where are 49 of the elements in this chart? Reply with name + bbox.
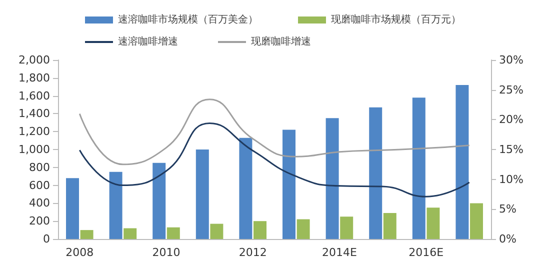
x-tick-label: 2008 — [66, 246, 94, 259]
bar — [166, 227, 180, 239]
bar — [340, 216, 354, 239]
bar — [456, 85, 469, 239]
x-tick-label: 2012 — [238, 246, 267, 259]
y2-tick-label: 10% — [499, 172, 524, 186]
bar — [296, 219, 310, 239]
y2-tick-label: 20% — [499, 113, 524, 126]
y-tick-label: 2,000 — [18, 54, 50, 66]
bar — [152, 162, 166, 239]
y-tick-label: 400 — [29, 196, 50, 210]
legend-label: 现磨咖啡市场规模（百万元） — [331, 14, 461, 26]
y2-tick-label: 5% — [499, 202, 516, 216]
bar — [239, 138, 252, 239]
y2-tick-label: 15% — [499, 143, 524, 156]
bar — [124, 228, 137, 239]
bar — [109, 172, 122, 239]
y-tick-label: 800 — [29, 160, 50, 174]
legend-label: 速溶咖啡市场规模（百万美金） — [118, 14, 258, 26]
bar — [254, 221, 266, 239]
y-tick-label: 0 — [43, 232, 50, 246]
bar — [470, 203, 483, 239]
y2-tick-label: 30% — [499, 54, 524, 66]
bar — [426, 208, 440, 239]
y-tick-label: 1,000 — [18, 143, 50, 156]
line-series — [78, 122, 470, 198]
bar — [282, 130, 296, 239]
y-tick-label: 1,800 — [18, 71, 50, 84]
bar — [196, 150, 209, 239]
bar — [66, 178, 79, 239]
bar — [210, 224, 224, 239]
bar — [383, 213, 396, 239]
bar — [80, 230, 94, 239]
x-tick-label: 2014E — [322, 246, 357, 259]
y-tick-label: 600 — [29, 178, 50, 192]
y-tick-label: 1,200 — [18, 125, 50, 138]
legend-label: 现磨咖啡增速 — [251, 36, 311, 48]
x-tick-label: 2010 — [152, 246, 180, 259]
y2-tick-label: 0% — [499, 232, 516, 246]
bar — [412, 98, 426, 239]
bar — [326, 118, 339, 239]
bar — [369, 107, 382, 239]
y-tick-label: 1,600 — [18, 89, 50, 102]
line-series — [78, 98, 470, 166]
y2-tick-label: 25% — [499, 83, 524, 96]
y-tick-label: 1,400 — [18, 107, 50, 120]
x-tick-label: 2016E — [408, 246, 444, 259]
y-tick-label: 200 — [29, 214, 50, 228]
legend-label: 速溶咖啡增速 — [118, 36, 178, 48]
